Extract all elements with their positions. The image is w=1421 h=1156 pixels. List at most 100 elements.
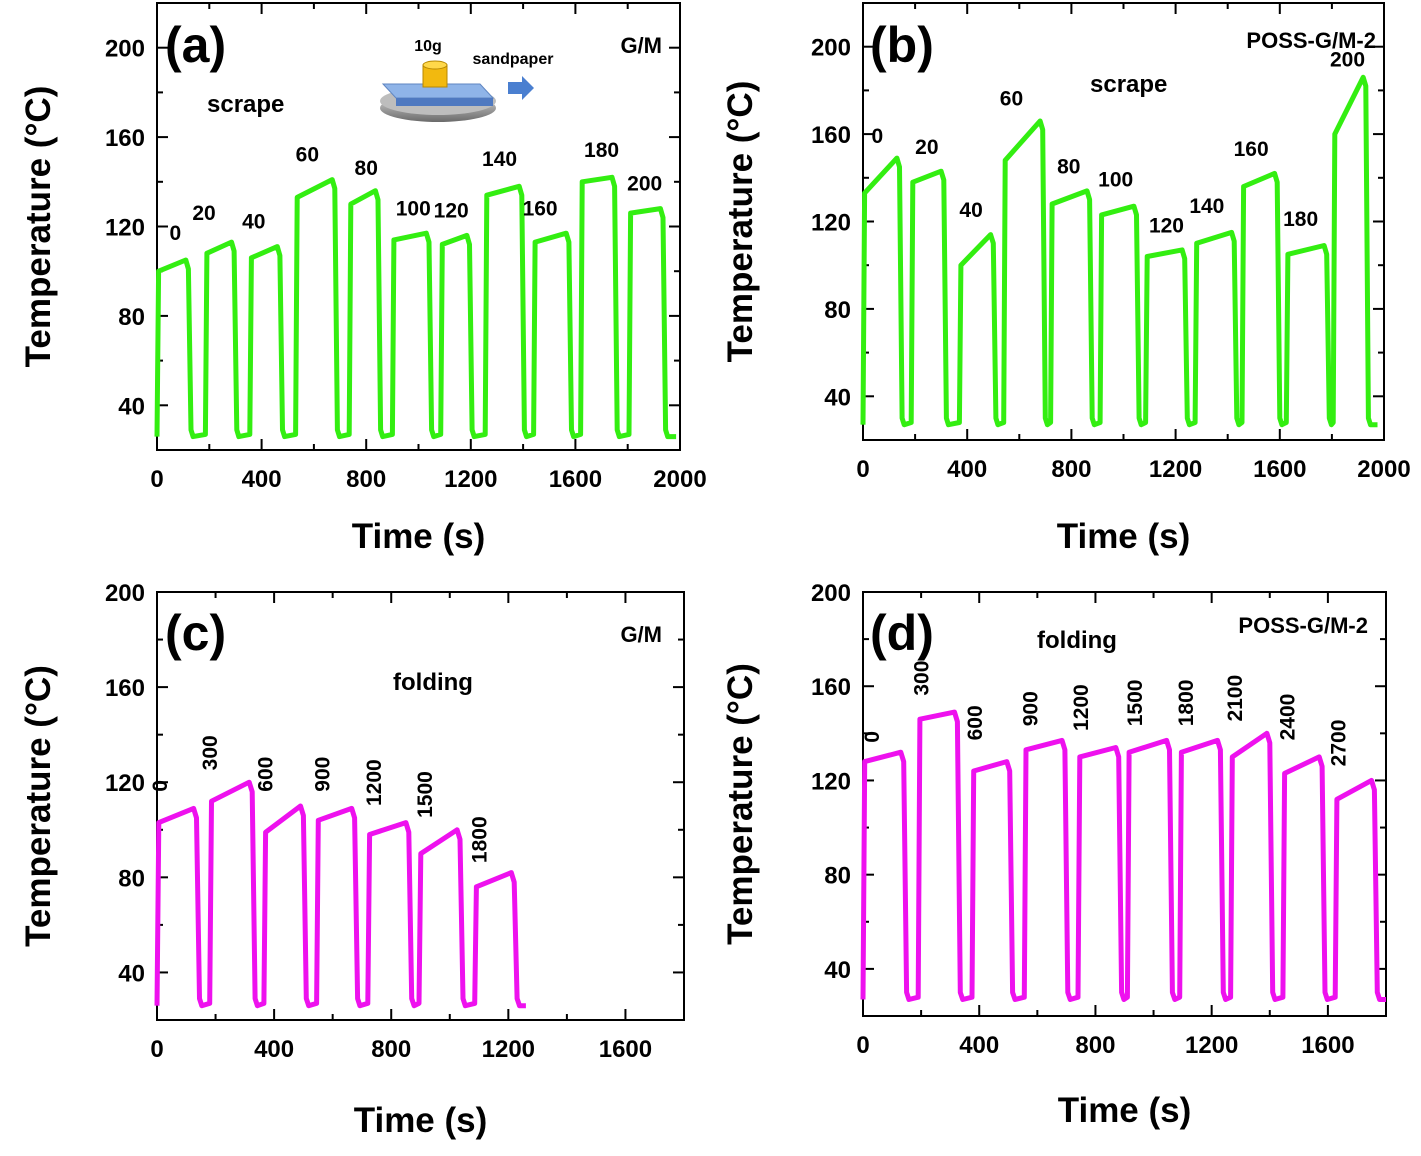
cycle-label: 0 [871, 125, 883, 148]
test-mode-label: folding [393, 669, 473, 696]
cycle-label: 2400 [1276, 694, 1299, 741]
y-tick-label: 40 [118, 960, 145, 987]
x-tick-label: 2000 [1357, 456, 1410, 483]
cycle-label: 1800 [1175, 680, 1198, 727]
temperature-series-line [154, 779, 526, 1009]
cycle-label: 140 [1189, 195, 1224, 218]
cycle-label: 180 [584, 139, 619, 162]
y-tick-label: 80 [118, 304, 145, 331]
cycle-label: 1200 [363, 759, 386, 806]
cycle-label: 200 [1330, 48, 1365, 71]
x-axis-title: Time (s) [1058, 1091, 1192, 1130]
cycle-label: 80 [1057, 155, 1080, 178]
x-tick-label: 1200 [1185, 1032, 1238, 1059]
cycle-label: 200 [627, 173, 662, 196]
x-tick-label: 800 [371, 1036, 411, 1063]
x-tick-label: 1200 [1149, 456, 1202, 483]
sandpaper-test-inset: 10g sandpaper [380, 38, 553, 122]
weight-top [422, 60, 448, 70]
cycle-label: 160 [523, 197, 558, 220]
y-axis-title: Temperature (°C) [19, 665, 58, 947]
cycle-label: 1800 [468, 816, 491, 863]
temperature-series-line [860, 709, 1386, 1002]
cycle-label: 40 [959, 199, 982, 222]
y-tick-label: 200 [105, 36, 145, 63]
x-tick-label: 1200 [444, 466, 497, 493]
cycle-label: 300 [910, 661, 933, 696]
y-tick-label: 200 [105, 580, 145, 607]
cycle-label: 0 [861, 731, 884, 743]
cycle-label: 2100 [1224, 675, 1247, 722]
cycle-label: 60 [1000, 88, 1023, 111]
cycle-label: 20 [915, 136, 938, 159]
y-tick-label: 120 [105, 770, 145, 797]
x-tick-label: 800 [1075, 1032, 1115, 1059]
arrow-right-icon [508, 76, 534, 100]
panel-letter: (b) [870, 17, 934, 73]
x-tick-label: 1600 [549, 466, 602, 493]
cycle-label: 120 [434, 200, 469, 223]
cycle-label: 1200 [1070, 684, 1093, 731]
sample-label: POSS-G/M-2 [1238, 613, 1368, 638]
cycle-label: 600 [255, 757, 278, 792]
plot-frame [862, 591, 1387, 1017]
cycle-label: 100 [1098, 169, 1133, 192]
x-axis-title: Time (s) [1057, 517, 1191, 556]
test-mode-label: scrape [207, 91, 284, 118]
test-mode-label: folding [1037, 627, 1117, 654]
y-tick-label: 80 [118, 865, 145, 892]
cycle-label: 0 [169, 222, 181, 245]
cycle-label: 100 [396, 197, 431, 220]
sample-label: G/M [620, 622, 662, 647]
y-tick-label: 40 [824, 957, 851, 984]
cycle-label: 900 [312, 757, 335, 792]
x-tick-label: 1600 [1301, 1032, 1354, 1059]
x-tick-label: 1200 [482, 1036, 535, 1063]
y-tick-label: 40 [118, 393, 145, 420]
x-tick-label: 0 [150, 466, 163, 493]
y-tick-label: 80 [824, 297, 851, 324]
plot-frame [156, 591, 685, 1021]
x-axis-title: Time (s) [352, 517, 486, 556]
y-tick-label: 200 [811, 580, 851, 607]
cycle-label: 2700 [1327, 720, 1350, 767]
chart-panel-c: 40 80 120 160 200 0 400 800 1200 1600 0 300 600 900 12… [19, 580, 685, 1140]
cycle-label: 900 [1019, 691, 1042, 726]
y-tick-label: 160 [811, 122, 851, 149]
y-tick-label: 40 [824, 384, 851, 411]
y-tick-label: 120 [105, 215, 145, 242]
y-tick-label: 120 [811, 768, 851, 795]
cycle-label: 0 [149, 780, 172, 792]
panel-letter: (c) [165, 605, 226, 661]
y-tick-label: 160 [105, 125, 145, 152]
x-tick-label: 0 [150, 1036, 163, 1063]
x-tick-label: 0 [856, 1032, 869, 1059]
cycle-label: 80 [355, 157, 378, 180]
x-tick-label: 400 [254, 1036, 294, 1063]
cycle-label: 140 [482, 148, 517, 171]
x-tick-label: 400 [959, 1032, 999, 1059]
y-tick-label: 160 [105, 675, 145, 702]
x-tick-label: 400 [947, 456, 987, 483]
temperature-series-line [860, 74, 1378, 428]
x-tick-label: 800 [346, 466, 386, 493]
cycle-label: 1500 [414, 771, 437, 818]
sample-label: POSS-G/M-2 [1246, 28, 1376, 53]
temperature-series-line [154, 174, 677, 440]
y-tick-label: 80 [824, 863, 851, 890]
cycle-label: 120 [1149, 214, 1184, 237]
sample-label: G/M [620, 33, 662, 58]
y-axis-title: Temperature (°C) [721, 81, 760, 363]
cycle-label: 180 [1283, 208, 1318, 231]
y-tick-label: 120 [811, 210, 851, 237]
cycle-label: 300 [199, 735, 222, 770]
x-tick-label: 2000 [653, 466, 706, 493]
cycle-label: 160 [1234, 138, 1269, 161]
cycle-label: 40 [242, 211, 265, 234]
panel-letter: (d) [870, 605, 934, 661]
weight-label: 10g [414, 38, 442, 55]
cycle-label: 20 [192, 202, 215, 225]
x-tick-label: 0 [856, 456, 869, 483]
